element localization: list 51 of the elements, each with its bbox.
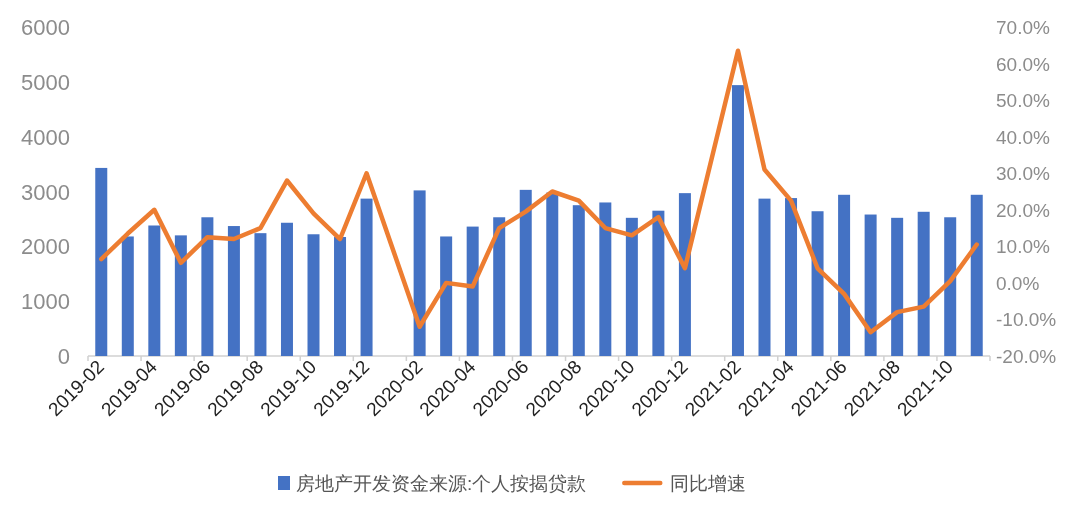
bar [360, 198, 373, 356]
y2-tick-label: -10.0% [996, 309, 1057, 331]
y2-tick-label: 40.0% [996, 126, 1050, 148]
bar [785, 198, 798, 356]
y-tick-label: 6000 [21, 15, 70, 40]
bar [121, 236, 134, 356]
bar [599, 202, 612, 356]
bar [95, 167, 108, 356]
bar [334, 237, 347, 356]
bar [519, 189, 532, 356]
bar [280, 222, 293, 356]
line-series [99, 48, 979, 335]
bar [864, 214, 877, 356]
y2-tick-label: 30.0% [996, 163, 1050, 185]
bar [652, 210, 665, 356]
bar [466, 226, 479, 356]
y-tick-label: 4000 [21, 124, 70, 150]
y2-tick-label: 60.0% [996, 53, 1050, 75]
bar [307, 234, 320, 356]
bar [678, 193, 691, 356]
y2-tick-label: 0.0% [996, 272, 1040, 294]
y-tick-label: 1000 [21, 289, 70, 315]
legend-label: 同比增速 [670, 473, 747, 494]
y2-tick-label: 10.0% [996, 236, 1050, 258]
y2-tick-label: -20.0% [996, 346, 1057, 367]
bar [201, 217, 214, 356]
bar [493, 217, 506, 356]
bar [811, 211, 824, 356]
bar [174, 235, 187, 356]
bar [148, 225, 161, 356]
bar [758, 198, 771, 356]
bar [917, 211, 930, 356]
bar [891, 217, 904, 356]
y2-tick-label: 20.0% [996, 199, 1050, 221]
y-tick-label: 5000 [21, 69, 70, 95]
y2-tick-label: 50.0% [996, 90, 1050, 112]
bar [731, 85, 744, 356]
y-tick-label: 3000 [21, 179, 70, 205]
bar [838, 194, 851, 356]
bar [440, 236, 453, 356]
bar [254, 233, 267, 356]
bar [546, 192, 559, 356]
bar [970, 194, 983, 356]
bar [227, 226, 240, 356]
bar [944, 217, 957, 356]
y-tick-label: 2000 [21, 234, 70, 260]
legend-label: 房地产开发资金来源:个人按揭贷款 [296, 473, 587, 494]
bar [572, 205, 585, 356]
y2-tick-label: 70.0% [996, 17, 1050, 38]
bar [625, 217, 638, 356]
bar [413, 190, 426, 356]
